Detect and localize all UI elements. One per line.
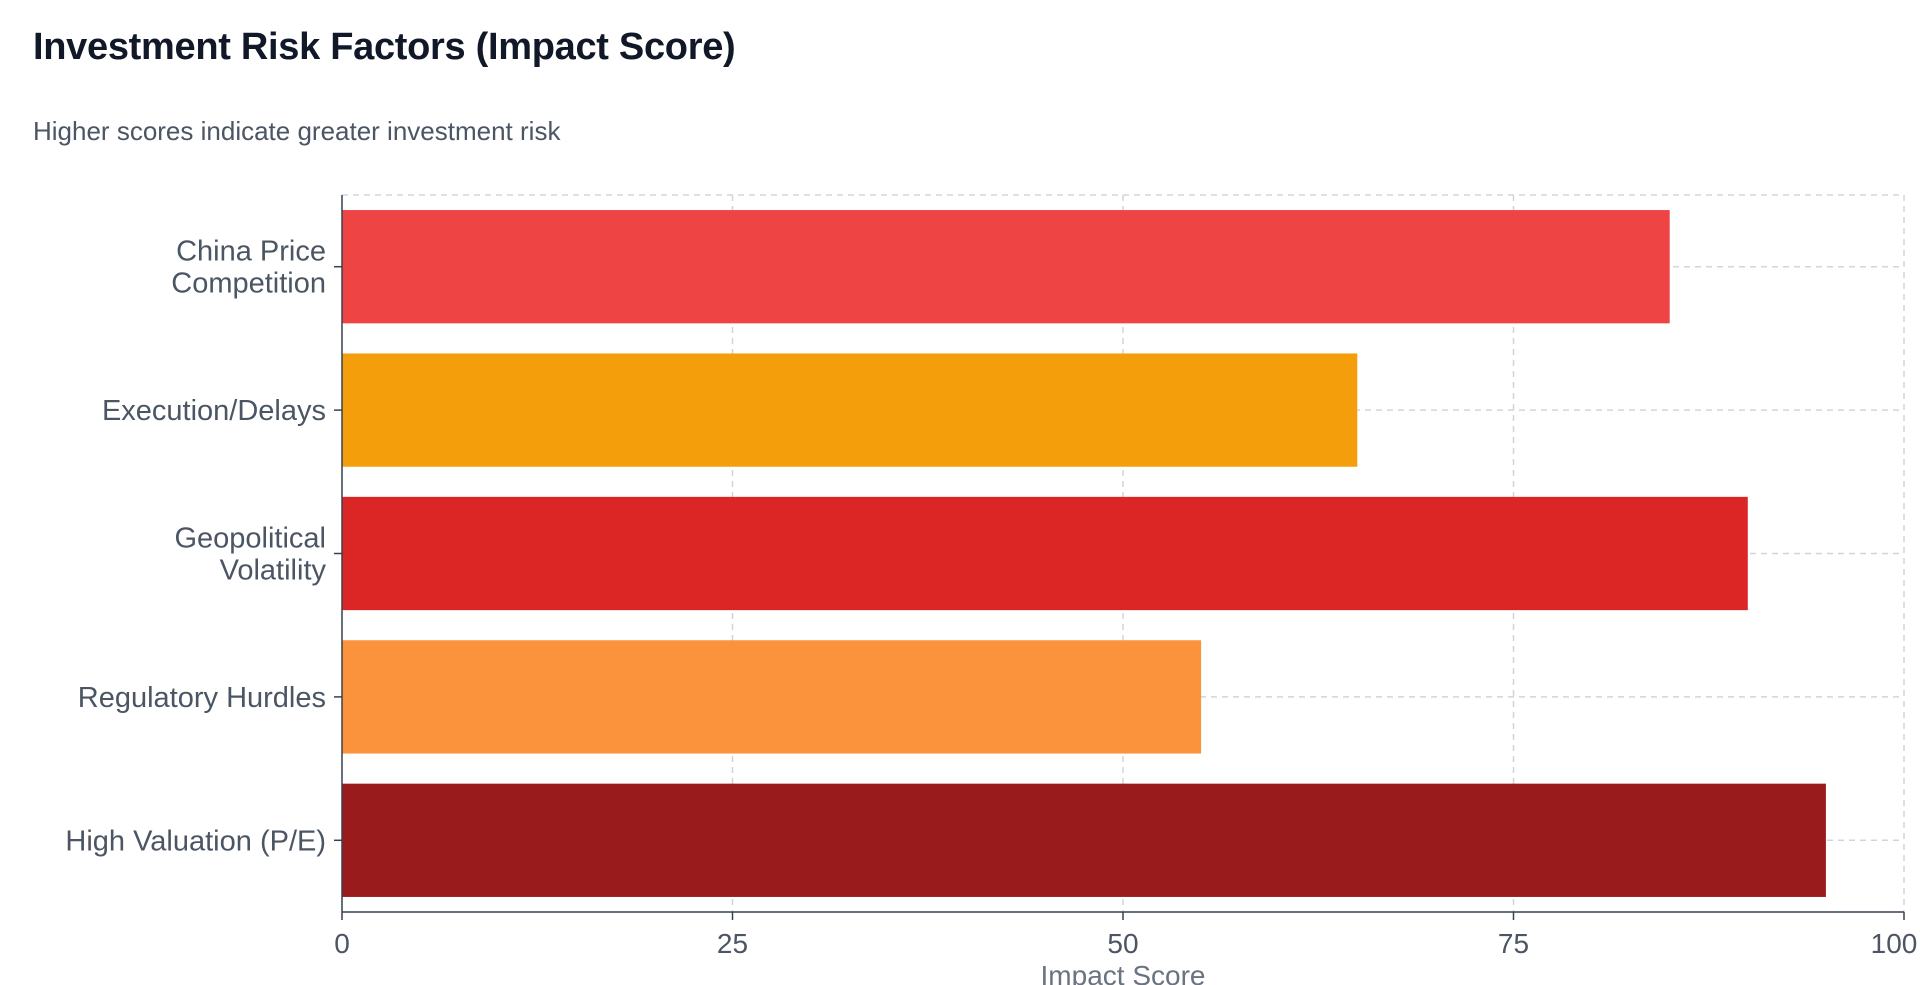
bar[interactable] <box>342 640 1202 754</box>
x-tick-label: 0 <box>334 928 350 959</box>
bar[interactable] <box>342 210 1670 324</box>
y-category-label: Regulatory Hurdles <box>78 682 326 714</box>
y-category-label: High Valuation (P/E) <box>65 825 326 857</box>
bars-layer <box>342 210 1826 897</box>
chart-title: Investment Risk Factors (Impact Score) <box>33 26 736 68</box>
x-tick-label: 75 <box>1498 928 1529 959</box>
x-axis-title: Impact Score <box>1041 960 1206 985</box>
bar[interactable] <box>342 783 1826 897</box>
x-tick-label: 50 <box>1107 928 1138 959</box>
y-category-label: Volatility <box>220 555 327 587</box>
bar[interactable] <box>342 353 1358 467</box>
y-category-label: China Price <box>176 236 326 268</box>
y-category-label: Geopolitical <box>174 523 326 555</box>
axes-layer <box>334 195 1905 920</box>
y-category-label: Execution/Delays <box>102 395 326 427</box>
bar[interactable] <box>342 496 1748 611</box>
x-tick-label: 25 <box>717 928 748 959</box>
y-category-label: Competition <box>171 268 326 300</box>
chart-subtitle: Higher scores indicate greater investmen… <box>33 116 561 146</box>
x-tick-label: 100 <box>1871 928 1918 959</box>
